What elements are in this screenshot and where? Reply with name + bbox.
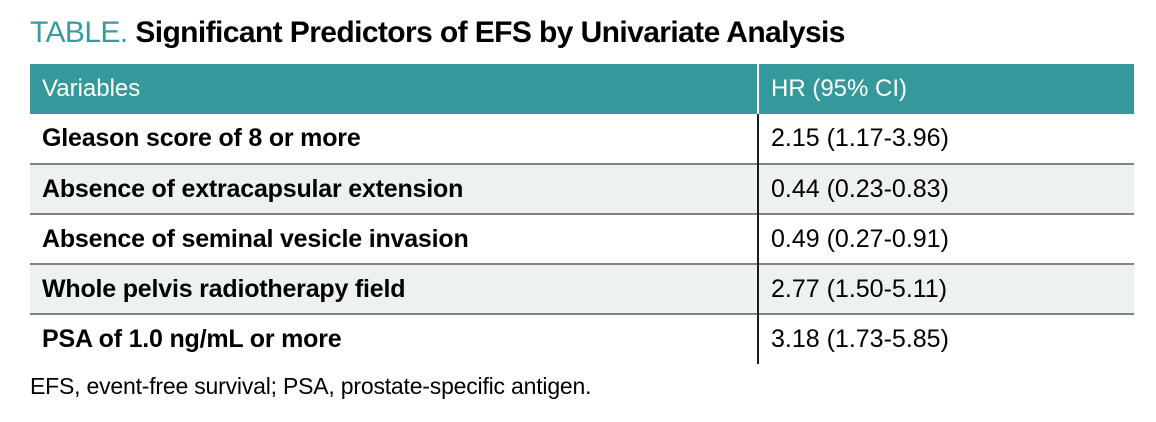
table-row: Absence of extracapsular extension 0.44 … [30, 163, 1134, 214]
table-row: Whole pelvis radiotherapy field 2.77 (1.… [30, 263, 1134, 314]
hr-cell: 0.44 (0.23-0.83) [758, 163, 1134, 214]
footnote: EFS, event-free survival; PSA, prostate-… [30, 373, 592, 399]
variable-cell: Absence of extracapsular extension [30, 163, 759, 214]
column-header-hr: HR (95% CI) [758, 64, 1134, 114]
table-title-label: TABLE. [30, 16, 128, 49]
variable-cell: Whole pelvis radiotherapy field [30, 263, 759, 314]
table-row: PSA of 1.0 ng/mL or more 3.18 (1.73-5.85… [30, 313, 1134, 364]
table-header: Variables HR (95% CI) [30, 64, 1134, 114]
hr-cell: 0.49 (0.27-0.91) [758, 213, 1134, 264]
variable-cell: Gleason score of 8 or more [30, 114, 759, 164]
table-title-text: Significant Predictors of EFS by Univari… [135, 16, 845, 49]
variable-cell: Absence of seminal vesicle invasion [30, 213, 759, 264]
hr-cell: 3.18 (1.73-5.85) [758, 313, 1134, 364]
table-title: TABLE. Significant Predictors of EFS by … [30, 13, 1134, 53]
table-row: Absence of seminal vesicle invasion 0.49… [30, 213, 1134, 264]
header-row: Variables HR (95% CI) [30, 64, 1134, 114]
efs-predictors-table: Variables HR (95% CI) Gleason score of 8… [30, 64, 1134, 364]
column-header-variables: Variables [30, 64, 759, 114]
variable-cell: PSA of 1.0 ng/mL or more [30, 313, 759, 364]
table-row: Gleason score of 8 or more 2.15 (1.17-3.… [30, 114, 1134, 164]
hr-cell: 2.15 (1.17-3.96) [758, 114, 1134, 164]
table-body: Gleason score of 8 or more 2.15 (1.17-3.… [30, 114, 1134, 364]
hr-cell: 2.77 (1.50-5.11) [758, 263, 1134, 314]
